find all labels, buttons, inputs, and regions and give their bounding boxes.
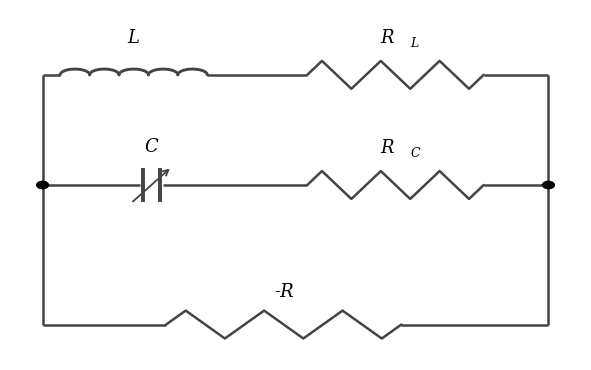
Text: R: R	[380, 29, 394, 47]
Circle shape	[543, 181, 554, 189]
Text: R: R	[380, 139, 394, 158]
Text: L: L	[128, 29, 139, 47]
Text: C: C	[145, 138, 158, 157]
Circle shape	[37, 181, 48, 189]
Text: -R: -R	[274, 283, 294, 301]
Text: L: L	[410, 37, 418, 50]
Text: C: C	[410, 147, 420, 160]
